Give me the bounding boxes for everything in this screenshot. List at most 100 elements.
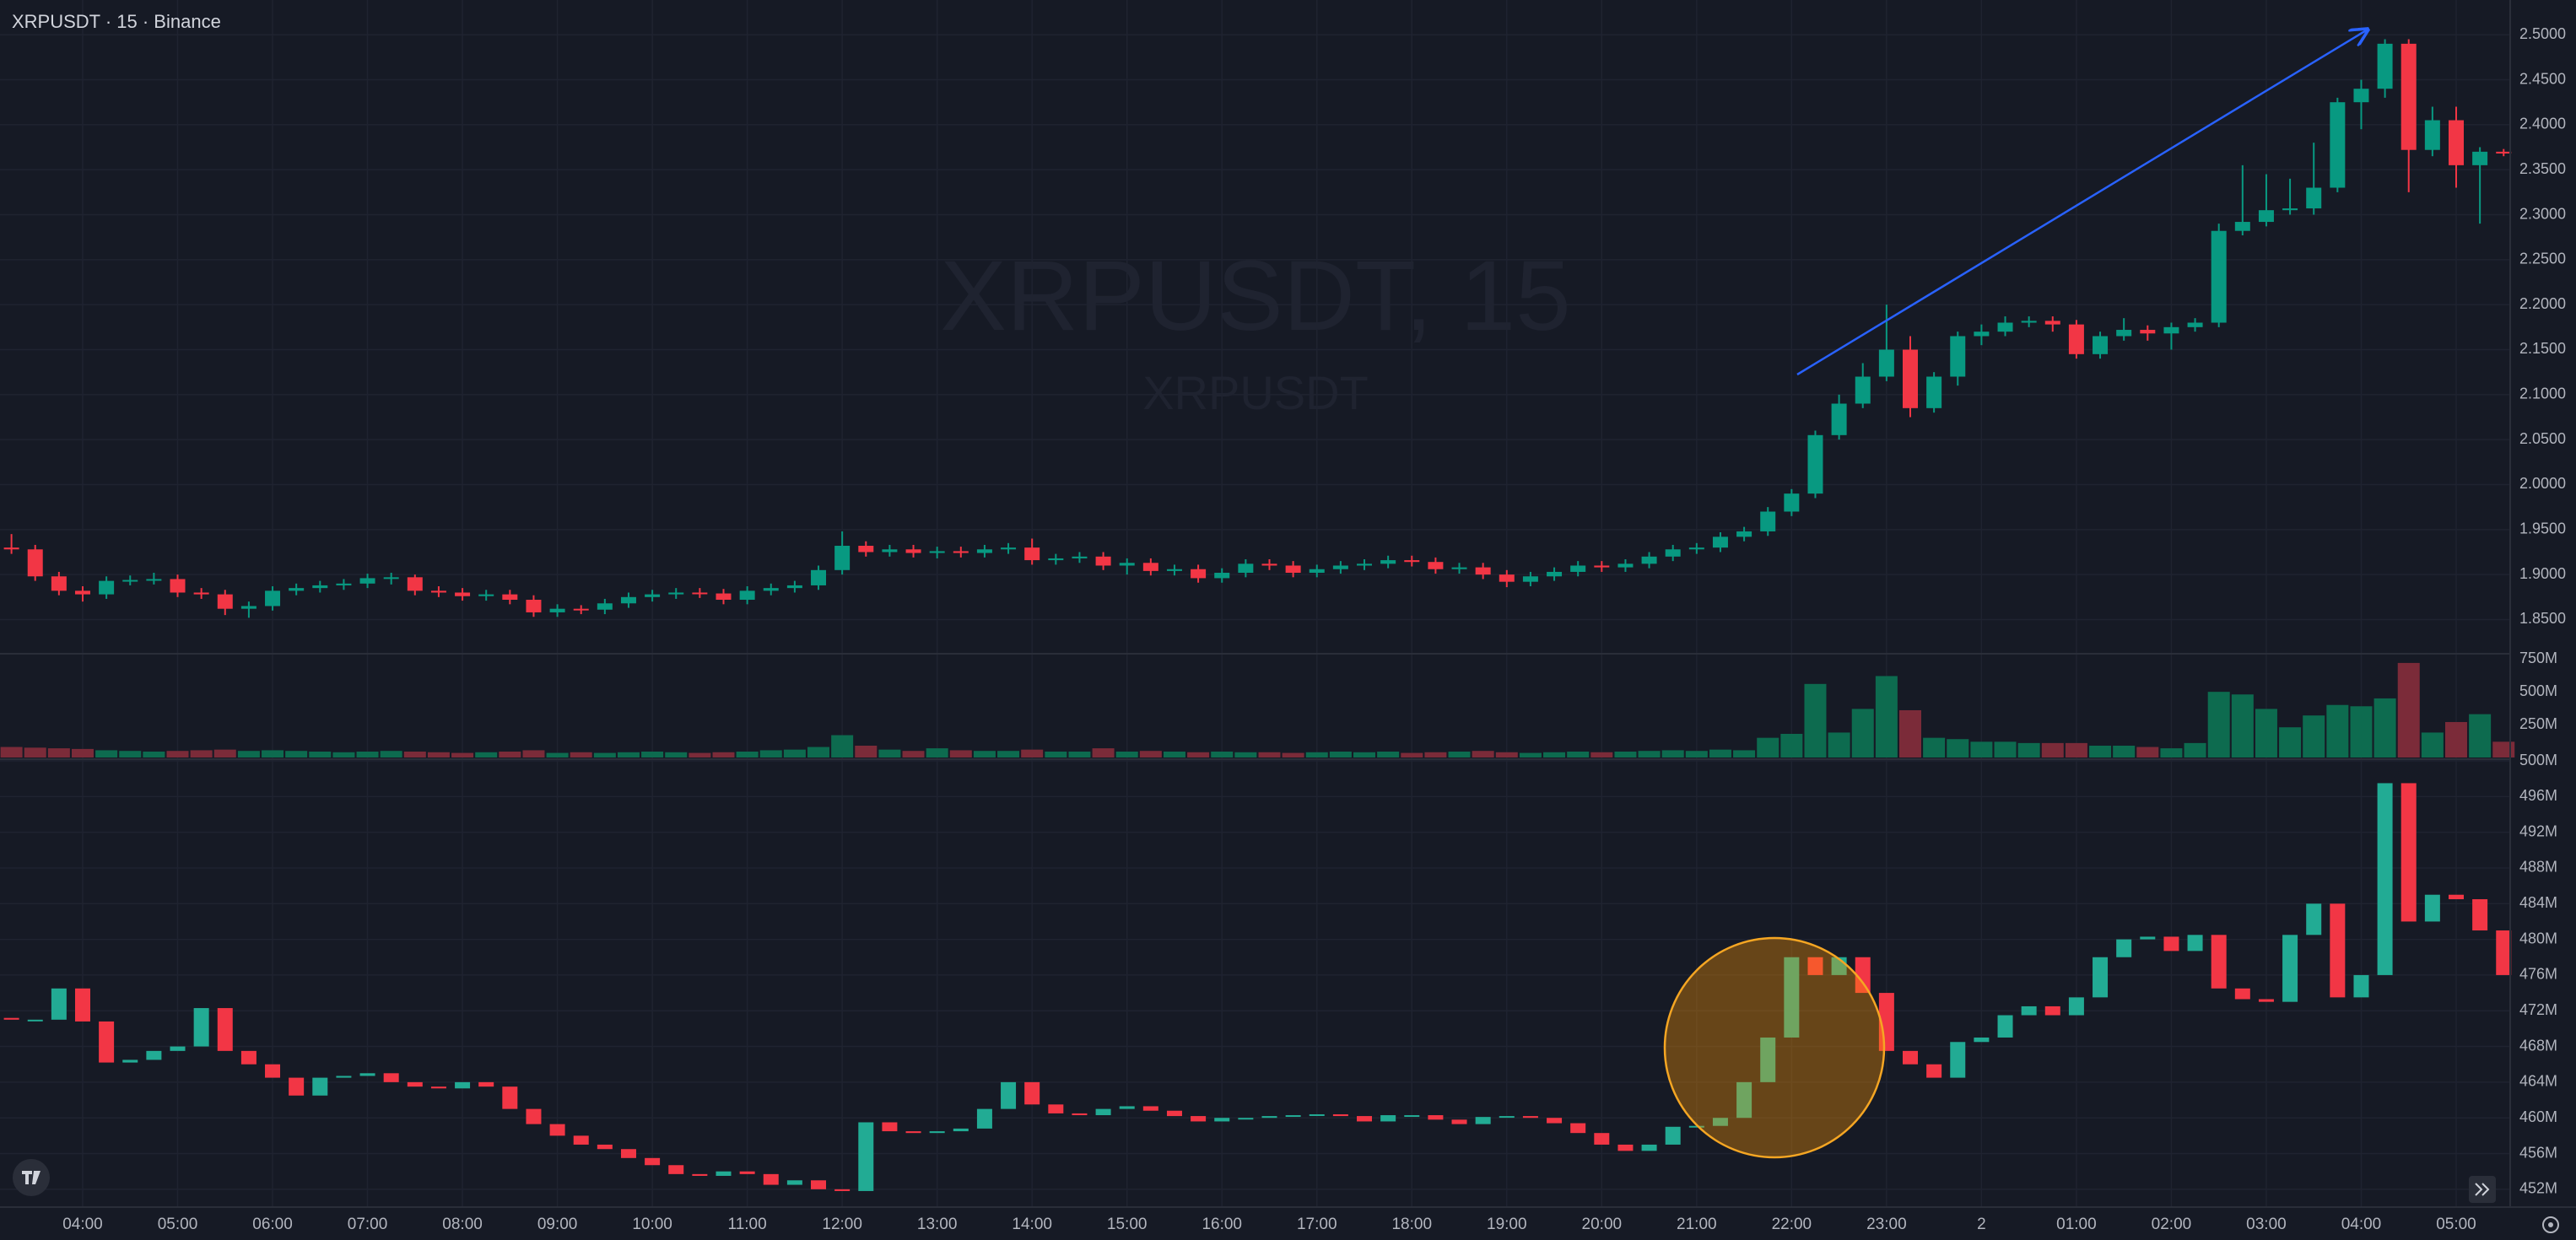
candle-body bbox=[1547, 1118, 1563, 1124]
candle-body bbox=[1974, 1037, 1990, 1043]
candle-body bbox=[1475, 567, 1491, 575]
y-tick-label: 2.2000 bbox=[2519, 295, 2566, 312]
candle-body bbox=[2044, 321, 2060, 325]
y-tick-label: 456M bbox=[2519, 1144, 2557, 1161]
candle-body bbox=[1665, 549, 1681, 557]
y-tick-label: 250M bbox=[2519, 715, 2557, 732]
volume-bar bbox=[166, 751, 189, 757]
y-tick-label: 2.2500 bbox=[2519, 251, 2566, 267]
volume-bar bbox=[1045, 751, 1067, 757]
volume-bar bbox=[1282, 752, 1304, 757]
volume-bar bbox=[570, 752, 592, 757]
volume-bar bbox=[1804, 683, 1827, 757]
y-tick-label: 468M bbox=[2519, 1037, 2557, 1054]
candle-body bbox=[2282, 208, 2298, 211]
candle-body bbox=[1191, 569, 1207, 579]
x-tick-label: 20:00 bbox=[1582, 1216, 1623, 1233]
candle-body bbox=[929, 551, 945, 553]
candle-body bbox=[146, 579, 162, 581]
volume-bar bbox=[546, 752, 569, 757]
candle-body bbox=[99, 580, 115, 595]
volume-bar bbox=[2255, 709, 2277, 757]
volume-bar bbox=[2444, 721, 2467, 757]
candle-body bbox=[834, 1189, 851, 1191]
candle-body bbox=[1285, 1115, 1301, 1118]
y-tick-label: 500M bbox=[2519, 682, 2557, 699]
x-tick-label: 17:00 bbox=[1297, 1216, 1337, 1233]
y-tick-label: 2.0500 bbox=[2519, 430, 2566, 447]
volume-bar bbox=[403, 751, 426, 757]
candle-body bbox=[1332, 1113, 1348, 1117]
candle-body bbox=[1522, 576, 1538, 582]
candle-body bbox=[645, 1157, 661, 1166]
candle-body bbox=[265, 1064, 281, 1078]
volume-bar bbox=[1495, 752, 1518, 757]
candle-body bbox=[170, 579, 186, 593]
volume-bar bbox=[2089, 745, 2112, 757]
candle-body bbox=[1119, 1106, 1135, 1109]
candle-body bbox=[1784, 957, 1800, 1038]
candle-body bbox=[905, 549, 921, 553]
volume-bar bbox=[1211, 751, 1234, 757]
x-tick-label: 13:00 bbox=[917, 1216, 958, 1233]
candle-body bbox=[2282, 935, 2298, 1002]
candle-body bbox=[1428, 562, 1444, 569]
candle-body bbox=[430, 1086, 446, 1089]
candle-body bbox=[336, 1076, 352, 1078]
x-tick-label: 01:00 bbox=[2056, 1216, 2097, 1233]
volume-bar bbox=[878, 749, 901, 757]
volume-bar bbox=[593, 752, 616, 757]
trend-arrow bbox=[1796, 30, 2368, 376]
candle-body bbox=[1641, 1144, 1657, 1151]
candle-body bbox=[1617, 1144, 1634, 1151]
candle-body bbox=[1760, 511, 1776, 531]
candle-body bbox=[146, 1050, 162, 1060]
candle-body bbox=[3, 1017, 19, 1020]
candle-body bbox=[1712, 1118, 1728, 1126]
volume-bar bbox=[949, 750, 972, 757]
candle-body bbox=[2472, 151, 2488, 165]
candle-body bbox=[2306, 903, 2322, 935]
candle-body bbox=[1191, 1116, 1207, 1122]
candle-body bbox=[1119, 563, 1135, 566]
candle-body bbox=[1048, 1104, 1064, 1113]
settings-icon[interactable] bbox=[2542, 1216, 2559, 1233]
volume-bar bbox=[2231, 694, 2254, 757]
candle-body bbox=[620, 596, 636, 604]
candle-body bbox=[786, 1180, 802, 1185]
candle-body bbox=[217, 594, 233, 609]
scroll-to-latest-button[interactable] bbox=[2469, 1176, 2496, 1203]
volume-bar bbox=[1638, 751, 1661, 757]
volume-bar bbox=[1543, 752, 1566, 757]
y-tick-label: 2.5000 bbox=[2519, 25, 2566, 42]
candle-body bbox=[478, 594, 494, 596]
volume-bar bbox=[1377, 751, 1400, 757]
candle-body bbox=[312, 585, 328, 589]
volume-bar bbox=[1614, 751, 1637, 757]
candle-body bbox=[2496, 930, 2512, 975]
candle-body bbox=[193, 592, 209, 595]
x-tick-label: 11:00 bbox=[728, 1216, 767, 1233]
x-tick-label: 21:00 bbox=[1677, 1216, 1717, 1233]
candle-body bbox=[597, 603, 613, 610]
candle-body bbox=[1903, 1050, 1918, 1065]
candle-body bbox=[2353, 974, 2369, 998]
y-tick-label: 2.0000 bbox=[2519, 475, 2566, 492]
candle-body bbox=[882, 549, 898, 553]
candle-body bbox=[858, 546, 874, 553]
volume-bar bbox=[1947, 739, 1969, 757]
volume-bar bbox=[2207, 692, 2230, 757]
candle-body bbox=[739, 590, 755, 601]
candle-body bbox=[1095, 1108, 1111, 1116]
volume-bar bbox=[1899, 709, 1921, 757]
volume-bar bbox=[2136, 747, 2159, 757]
candle-body bbox=[905, 1131, 921, 1134]
y-tick-label: 492M bbox=[2519, 822, 2557, 839]
y-tick-label: 496M bbox=[2519, 787, 2557, 804]
candle-body bbox=[2258, 999, 2274, 1002]
candle-body bbox=[2496, 151, 2512, 154]
candle-body bbox=[1974, 332, 1990, 337]
candle-body bbox=[2472, 898, 2488, 931]
candle-body bbox=[716, 593, 732, 601]
candle-body bbox=[2448, 120, 2464, 165]
